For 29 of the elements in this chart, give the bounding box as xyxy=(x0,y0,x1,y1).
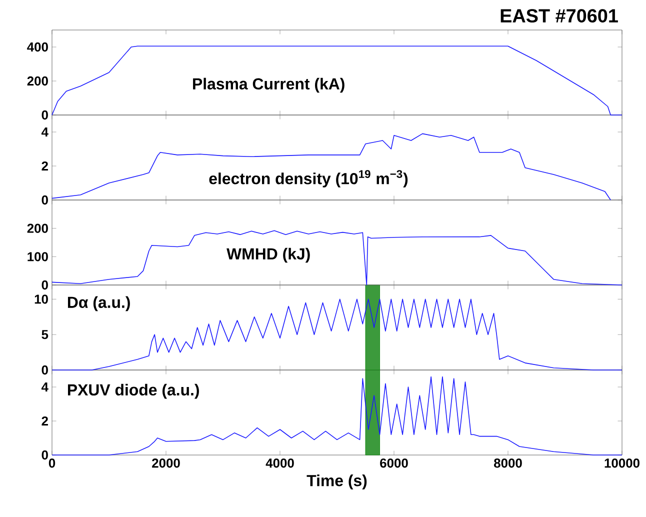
y-tick-label: 0 xyxy=(42,195,48,205)
y-tick-label: 200 xyxy=(27,76,48,86)
annotation: Dα (a.u.) xyxy=(68,296,130,312)
y-tick-label: 400 xyxy=(27,42,48,52)
chart-title: EAST #70601 xyxy=(500,9,618,23)
annotation: electron density (10$^{19}$ m$^{−3}$) xyxy=(209,170,408,188)
x-tick-label: 4000 xyxy=(266,458,294,468)
y-tick-label: 0 xyxy=(42,365,48,375)
x-axis-title: Time (s) xyxy=(306,474,367,490)
y-tick-label: 100 xyxy=(28,252,48,262)
y-tick-label: 0 xyxy=(42,450,48,460)
x-tick-label: 2000 xyxy=(152,458,180,468)
y-tick-label: 0 xyxy=(42,110,48,120)
y-tick-label: 2 xyxy=(42,416,48,426)
x-tick-label: 10000 xyxy=(604,458,640,468)
x-tick-label: 6000 xyxy=(380,458,408,468)
y-tick-label: 4 xyxy=(41,382,48,392)
line-series xyxy=(52,133,612,200)
annotation: Plasma Current (kA) xyxy=(193,78,344,93)
y-tick-label: 5 xyxy=(42,330,48,340)
x-tick-label: 8000 xyxy=(494,458,522,468)
x-tick-label: 0 xyxy=(48,458,56,468)
y-tick-label: 10 xyxy=(34,294,48,304)
y-tick-label: 2 xyxy=(42,161,48,171)
annotation: PXUV diode (a.u.) xyxy=(68,384,199,399)
y-tick-label: 0 xyxy=(42,280,48,290)
annotation: WMHD (kJ) xyxy=(226,248,310,263)
y-tick-label: 200 xyxy=(27,224,48,233)
y-tick-label: 4 xyxy=(41,128,48,136)
